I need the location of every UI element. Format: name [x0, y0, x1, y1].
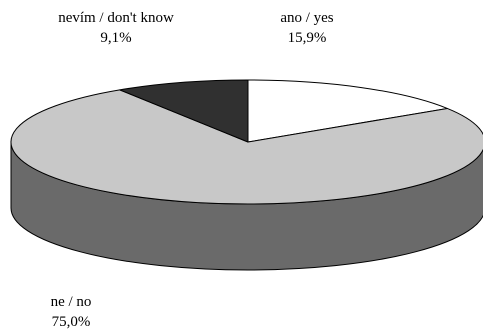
pie-layer [10, 79, 483, 271]
pie-slice-dont-know [119, 79, 249, 143]
slice-label-yes: ano / yes [280, 10, 333, 26]
slice-value-no: 75,0% [52, 314, 91, 330]
pie-slice-yes [247, 79, 448, 143]
slice-value-dont-know: 9,1% [100, 30, 131, 46]
slice-label-dont-know: nevím / don't know [58, 10, 174, 26]
slice-value-yes: 15,9% [288, 30, 327, 46]
slice-label-no: ne / no [51, 294, 92, 310]
